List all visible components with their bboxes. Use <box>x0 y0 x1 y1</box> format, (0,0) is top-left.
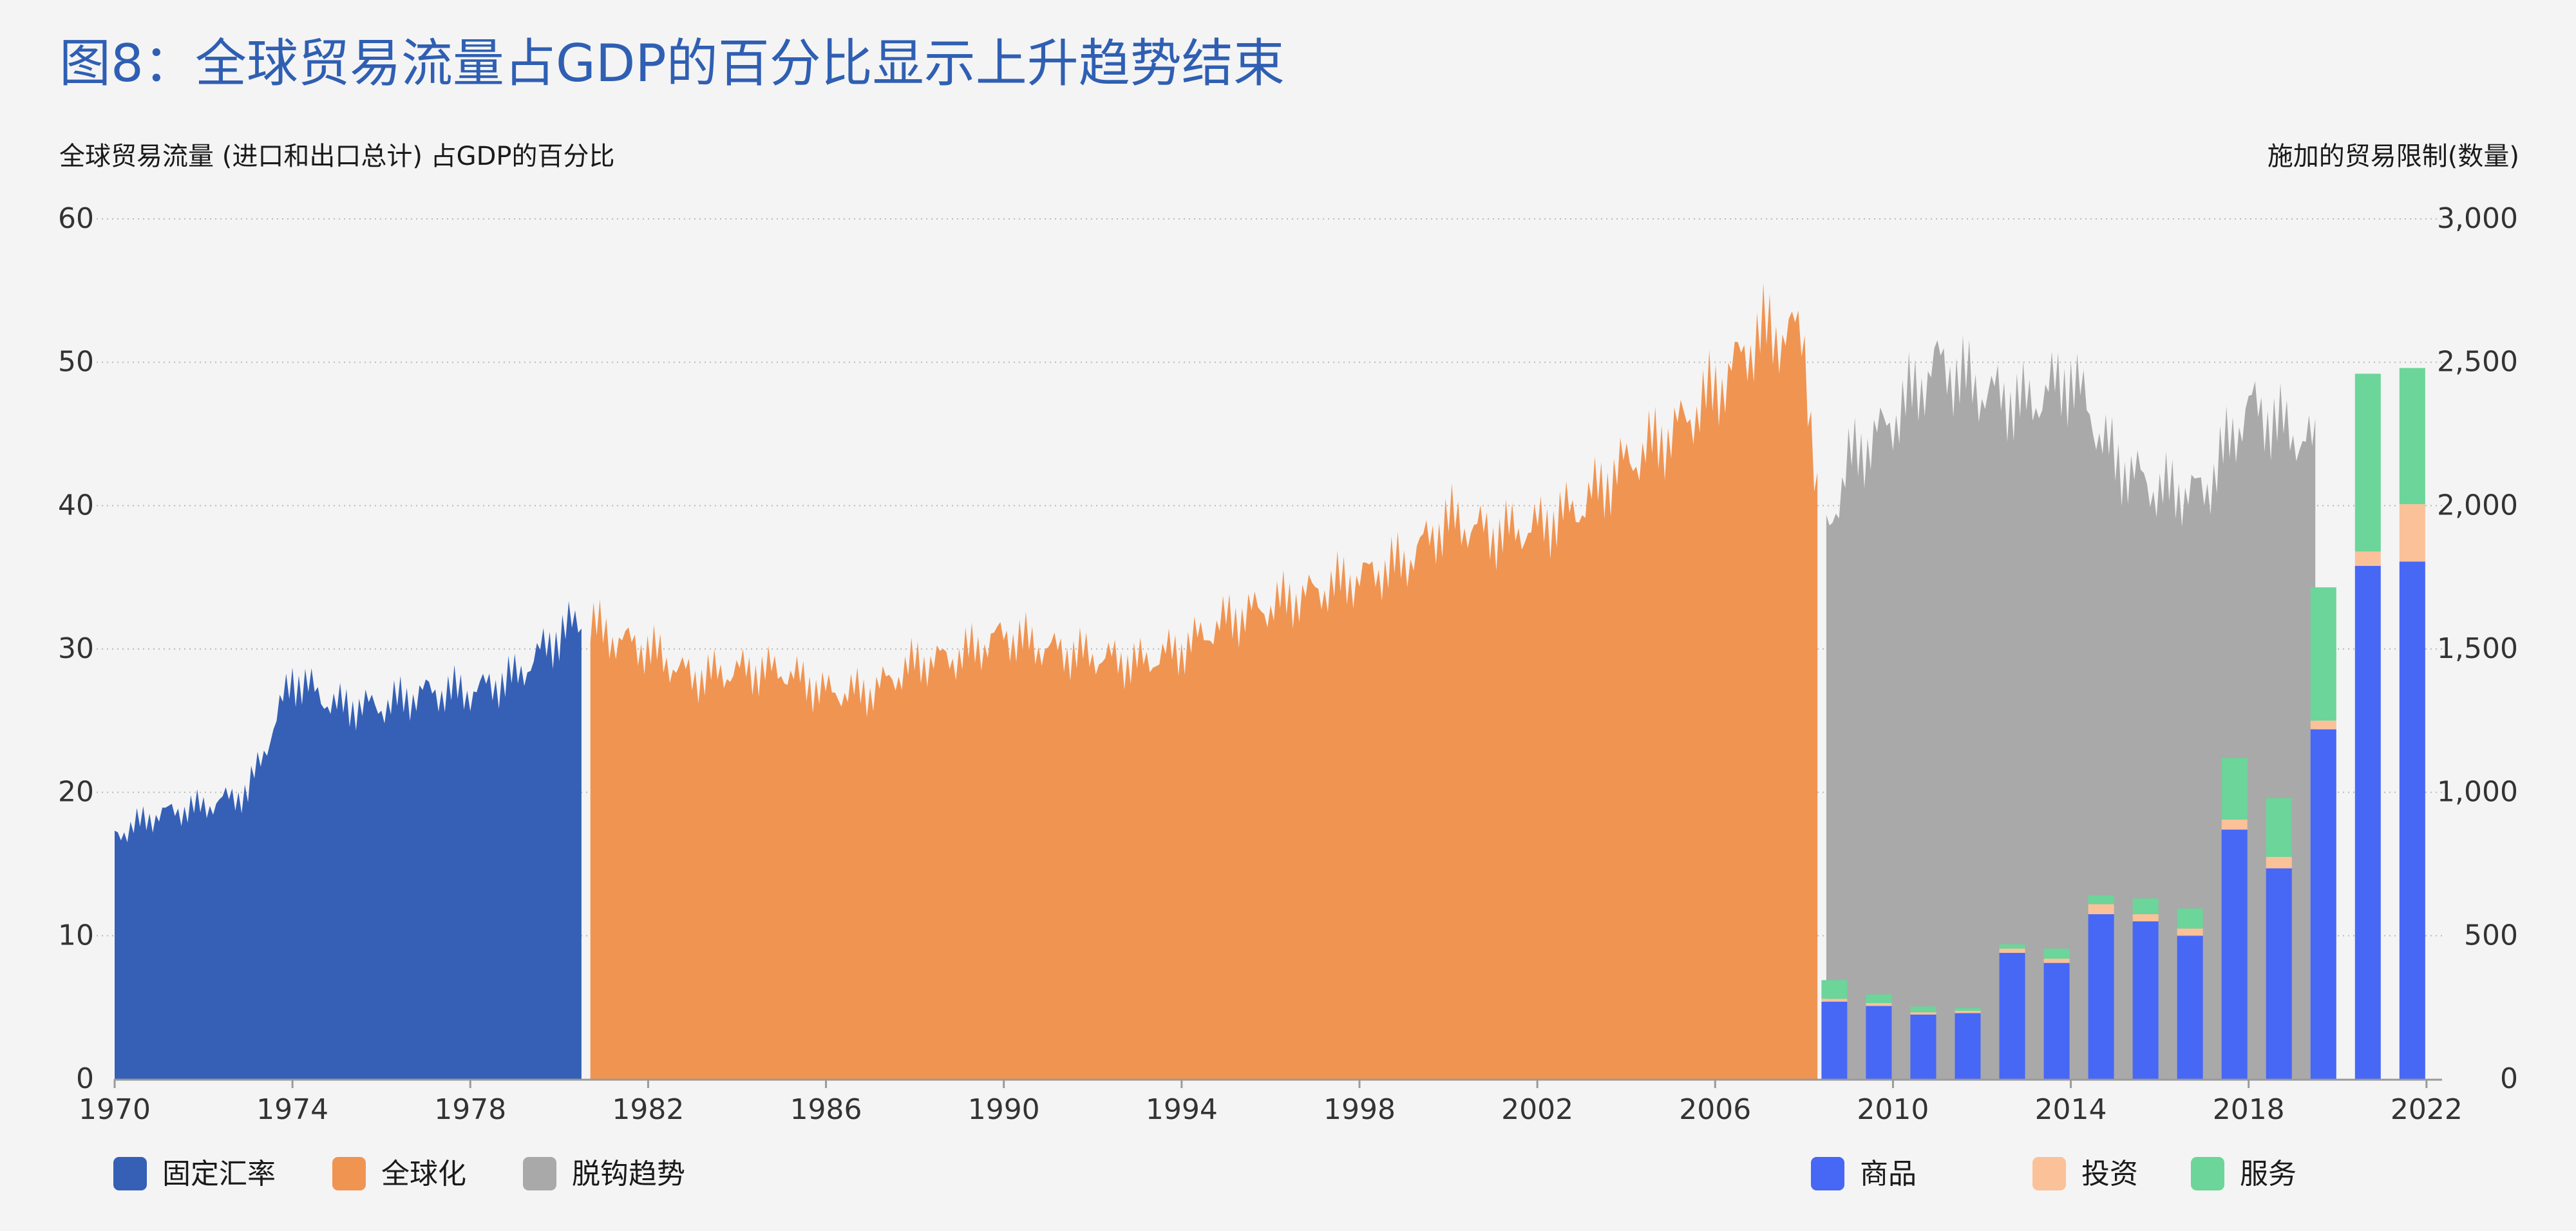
right-tick-label: 1,000 <box>2437 776 2518 809</box>
bar-services <box>2132 898 2159 914</box>
bar-services <box>1866 994 1892 1003</box>
bar-goods <box>2132 921 2159 1079</box>
legend-swatch-services <box>2191 1157 2224 1190</box>
bar-goods <box>2088 914 2114 1079</box>
axes: 0 10 20 30 40 50 60 0 500 1,000 1,500 2,000 2,500 3,0… <box>58 202 2518 1126</box>
chart-title: 图8：全球贸易流量占GDP的百分比显示上升趋势结束 <box>59 33 1285 93</box>
bar-investment <box>2310 720 2336 729</box>
bar-goods <box>1910 1014 1937 1079</box>
bar-goods <box>1955 1013 1981 1079</box>
bar-investment <box>1821 999 1848 1002</box>
x-tick-label: 2006 <box>1679 1093 1751 1126</box>
x-tick-label: 1974 <box>256 1093 328 1126</box>
right-tick-label: 3,000 <box>2437 202 2518 235</box>
legend-label-globalization: 全球化 <box>381 1158 466 1190</box>
bar-goods <box>2266 868 2292 1079</box>
left-tick-label: 20 <box>58 776 94 809</box>
legend-label-fixed_rate: 固定汇率 <box>162 1158 276 1190</box>
left-axis-label: 全球贸易流量 (进口和出口总计) 占GDP的百分比 <box>59 142 615 171</box>
x-tick-label: 2022 <box>2391 1093 2463 1126</box>
area-globalization <box>590 283 1818 1080</box>
legend-label-goods: 商品 <box>1860 1158 1917 1190</box>
legend-label-services: 服务 <box>2240 1158 2297 1190</box>
bar-services <box>2310 587 2336 721</box>
x-tick-label: 2002 <box>1501 1093 1573 1126</box>
bar-investment <box>2088 904 2114 914</box>
x-tick-label: 1978 <box>434 1093 506 1126</box>
x-tick-label: 1982 <box>612 1093 684 1126</box>
legend-swatch-investment <box>2032 1157 2066 1190</box>
bar-services <box>1955 1008 1981 1011</box>
bar-goods <box>2221 829 2248 1079</box>
bar-investment <box>2043 958 2070 963</box>
x-tick-label: 1990 <box>968 1093 1040 1126</box>
bar-services <box>2043 948 2070 959</box>
x-tick-label: 1994 <box>1146 1093 1218 1126</box>
x-tick-label: 2018 <box>2213 1093 2285 1126</box>
left-tick-label: 60 <box>58 202 94 235</box>
bar-goods <box>1866 1006 1892 1079</box>
right-tick-label: 2,500 <box>2437 346 2518 379</box>
bar-goods <box>2354 565 2381 1079</box>
bar-services <box>2177 908 2203 929</box>
bar-investment <box>1999 948 2025 954</box>
area-fixed_rate <box>115 601 582 1079</box>
area-series <box>115 283 2316 1080</box>
legend-label-investment: 投资 <box>2081 1158 2138 1190</box>
left-tick-label: 10 <box>58 919 94 952</box>
left-tick-label: 30 <box>58 632 94 665</box>
bar-goods <box>1821 1001 1848 1079</box>
bar-investment <box>2177 928 2203 936</box>
legend: 固定汇率 全球化 脱钩趋势 商品 投资 服务 <box>113 1157 2297 1190</box>
area-decoupling <box>1826 335 2316 1079</box>
legend-swatch-goods <box>1811 1157 1844 1190</box>
x-tick-label: 1970 <box>79 1093 151 1126</box>
bar-goods <box>2043 963 2070 1079</box>
x-tick-label: 2010 <box>1857 1093 1929 1126</box>
right-tick-label: 500 <box>2464 919 2518 952</box>
bar-goods <box>2177 935 2203 1079</box>
bar-series <box>1821 368 2425 1079</box>
x-tick-label: 1986 <box>790 1093 862 1126</box>
right-tick-label: 1,500 <box>2437 632 2518 665</box>
bar-services <box>1821 980 1848 999</box>
x-tick-label: 1998 <box>1323 1093 1396 1126</box>
bar-services <box>1999 944 2025 949</box>
bar-investment <box>1866 1002 1892 1006</box>
right-tick-label: 2,000 <box>2437 489 2518 522</box>
left-tick-label: 0 <box>76 1062 94 1095</box>
bar-services <box>2221 758 2248 820</box>
legend-label-decoupling: 脱钩趋势 <box>572 1158 685 1190</box>
bar-investment <box>2354 551 2381 566</box>
right-tick-label: 0 <box>2500 1062 2518 1095</box>
legend-swatch-fixed_rate <box>113 1157 147 1190</box>
legend-swatch-decoupling <box>523 1157 556 1190</box>
bar-investment <box>2266 856 2292 869</box>
bar-services <box>2266 798 2292 857</box>
bar-services <box>2399 368 2425 505</box>
bar-services <box>2088 895 2114 905</box>
bar-goods <box>2310 729 2336 1079</box>
right-axis-label: 施加的贸易限制(数量) <box>2268 142 2519 171</box>
bar-investment <box>1955 1011 1981 1013</box>
bar-services <box>2354 373 2381 552</box>
bar-goods <box>2399 561 2425 1079</box>
bar-investment <box>2399 504 2425 562</box>
left-tick-label: 40 <box>58 489 94 522</box>
bar-investment <box>2132 914 2159 922</box>
bar-goods <box>1999 953 2025 1079</box>
legend-swatch-globalization <box>332 1157 366 1190</box>
bar-services <box>1910 1006 1937 1013</box>
bar-investment <box>1910 1012 1937 1015</box>
bar-investment <box>2221 819 2248 830</box>
left-tick-label: 50 <box>58 346 94 379</box>
x-tick-label: 2014 <box>2035 1093 2107 1126</box>
